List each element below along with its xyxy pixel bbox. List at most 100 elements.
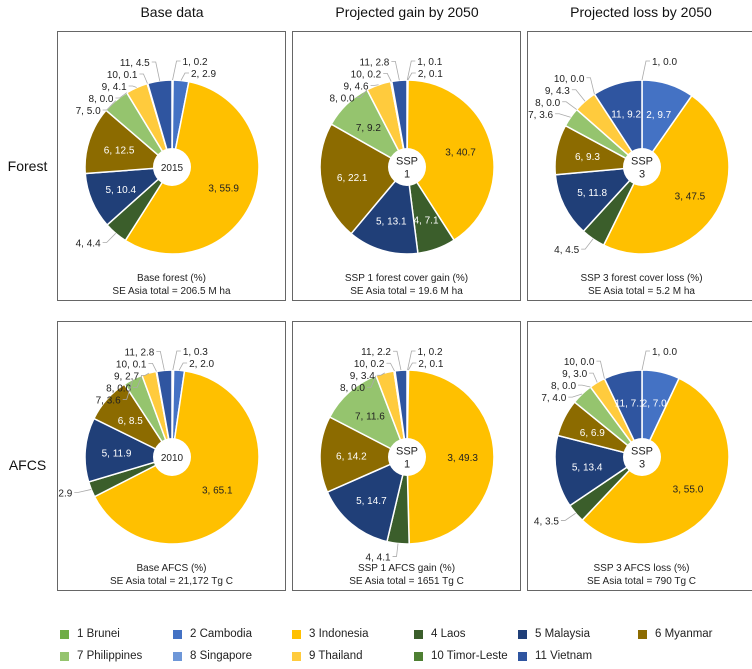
data-label: 5, 11.8 [577, 188, 607, 199]
pie-chart: 2, 7.0 3, 55.0 5, 13.4 6, 6.9 11, 7.1 1, 0.0 1… [534, 347, 730, 545]
caption-line: SE Asia total = 5.2 M ha [587, 286, 695, 297]
pie-slice-myanmar [84, 109, 174, 175]
legend-swatch [173, 651, 182, 661]
legend-label: 10 Timor-Leste [431, 650, 508, 662]
legend-swatch [292, 651, 301, 661]
leader-line [367, 375, 377, 388]
pie-center-hole [388, 148, 426, 186]
leader-line [386, 362, 395, 372]
data-label: 3, 40.7 [445, 148, 476, 159]
data-label: 5, 13.4 [572, 462, 603, 473]
pie-panel: 2, 9.7 3, 47.5 5, 11.8 6, 9.3 11, 9.2 1, 0.0 1… [527, 31, 752, 301]
leader-line [407, 350, 416, 371]
legend-label: 2 Cambodia [190, 628, 253, 640]
leader-line [560, 512, 576, 521]
leader-line [391, 60, 400, 81]
data-label: 9, 3.4 [350, 371, 375, 382]
leader-line [180, 72, 190, 81]
data-label: 7, 3.6 [528, 110, 553, 121]
center-label: 3 [639, 169, 645, 181]
pie-slice-indonesia [406, 369, 495, 545]
pie-caption: Base AFCS (%) SE Asia total = 21,172 Tg C [58, 562, 285, 588]
leader-line [586, 77, 595, 95]
leader-line [178, 362, 188, 371]
pie-chart: 3, 40.7 4, 7.1 5, 13.1 6, 22.1 7, 9.2 1, 0.12… [319, 57, 495, 255]
data-label: 11, 9.2 [611, 110, 641, 121]
data-label: 11, 2.2 [361, 347, 391, 358]
caption-line: SE Asia total = 21,172 Tg C [110, 576, 233, 587]
pie-center-hole [153, 438, 191, 476]
legend-item: 1 Brunei [60, 628, 120, 640]
pie-panel: 3, 49.3 5, 14.7 6, 14.2 7, 11.6 1, 0.2 2, 0.1… [292, 321, 521, 591]
center-label: 3 [639, 459, 645, 471]
legend-item: 6 Myanmar [638, 628, 713, 640]
legend-swatch [414, 651, 423, 661]
data-label: 6, 8.5 [118, 416, 143, 427]
legend-item: 8 Singapore [173, 650, 252, 662]
leader-line [408, 362, 417, 371]
leader-line [641, 60, 650, 81]
legend-item: 10 Timor-Leste [414, 650, 508, 662]
leader-line [568, 393, 583, 398]
legend-swatch [638, 629, 647, 639]
data-label: 5, 11.9 [102, 448, 132, 459]
legend-label: 7 Philippines [77, 650, 143, 662]
leader-line [370, 84, 379, 86]
leader-line [383, 72, 392, 82]
leader-line [139, 73, 148, 84]
legend-item: 9 Thailand [292, 650, 363, 662]
pie-caption: SSP 3 forest cover loss (%) SE Asia total… [528, 272, 752, 298]
data-label: 11, 7.1 [615, 399, 645, 410]
leader-line [641, 350, 650, 371]
data-label: 9, 4.6 [344, 81, 369, 92]
legend-label: 1 Brunei [77, 628, 120, 640]
center-label: SSP [631, 156, 653, 168]
leader-line [392, 350, 402, 371]
data-label: 9, 4.1 [102, 82, 127, 93]
data-label: 7, 9.2 [356, 123, 381, 134]
data-label: 11, 2.8 [360, 57, 390, 68]
data-label: 4, 3.5 [534, 517, 559, 528]
caption-line: SSP 3 AFCS loss (%) [593, 563, 690, 574]
data-label: 5, 10.4 [105, 185, 136, 196]
pie-slice-vietnam [394, 369, 408, 458]
leader-line [151, 61, 161, 81]
pie-slice-vietnam [155, 369, 173, 458]
pie-panel: 2, 7.0 3, 55.0 5, 13.4 6, 6.9 11, 7.1 1, 0.0 1… [527, 321, 752, 591]
legend-label: 11 Vietnam [535, 650, 593, 662]
legend-swatch [60, 629, 69, 639]
center-label: 2015 [161, 163, 184, 174]
pie-center-hole [153, 148, 191, 186]
data-label: 8, 0.0 [88, 94, 113, 105]
center-label: 1 [404, 169, 410, 181]
legend-item: 11 Vietnam [518, 650, 592, 662]
data-label: 1, 0.1 [417, 57, 442, 68]
data-label: 9, 3.0 [562, 369, 587, 380]
leader-line [376, 372, 386, 376]
data-label: 10, 0.0 [554, 74, 585, 85]
data-label: 3, 49.3 [447, 453, 478, 464]
leader-line [571, 89, 586, 102]
leader-line [407, 72, 416, 81]
legend-item: 5 Malaysia [518, 628, 590, 640]
row-label-forest: Forest [7, 158, 48, 174]
data-label: 8, 0.0 [330, 93, 355, 104]
leader-line [115, 92, 128, 99]
data-label: 1, 0.2 [418, 347, 443, 358]
legend-label: 6 Myanmar [655, 628, 713, 640]
data-label: 1, 0.2 [183, 57, 208, 68]
legend-swatch [292, 629, 301, 639]
column-title-base: Base data [140, 4, 204, 20]
caption-line: SE Asia total = 1651 Tg C [349, 576, 464, 587]
leader-line [141, 372, 150, 376]
data-label: 10, 0.1 [107, 70, 138, 81]
pie-chart: 2, 9.7 3, 47.5 5, 11.8 6, 9.3 11, 9.2 1, 0.0 1… [528, 57, 730, 256]
pie-caption: SSP 1 AFCS gain (%) SE Asia total = 1651 … [293, 562, 520, 588]
data-label: 9, 4.3 [545, 86, 570, 97]
leader-line [356, 89, 368, 98]
data-label: 2, 2.0 [189, 359, 214, 370]
pie-slice-malaysia [350, 165, 419, 255]
leader-line [581, 238, 594, 250]
pie-chart: 3, 65.1 5, 11.9 6, 8.5 1, 0.32, 2.0 11, 2.81… [58, 347, 260, 545]
